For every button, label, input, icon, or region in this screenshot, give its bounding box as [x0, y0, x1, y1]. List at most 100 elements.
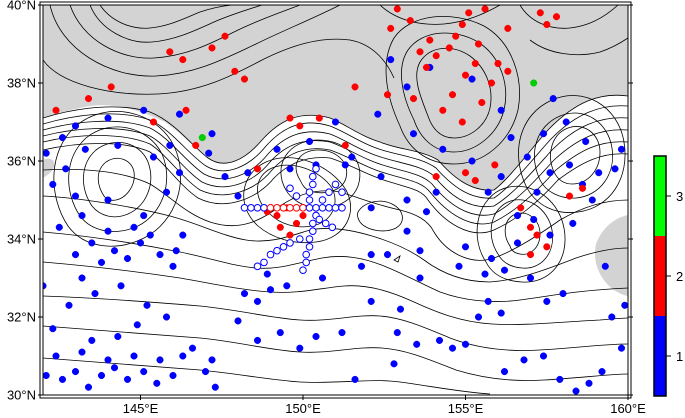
category-1-point [409, 130, 418, 138]
contour-line [43, 105, 628, 199]
sampling-grid-point [305, 196, 314, 204]
category-1-point [608, 313, 616, 321]
category-1-point [367, 251, 375, 259]
category-1-point [234, 317, 242, 325]
category-1-point [546, 169, 554, 177]
sampling-grid-point [325, 188, 333, 196]
contour-line [416, 48, 492, 139]
sampling-grid-point [325, 204, 333, 212]
category-2-point [231, 67, 239, 75]
contour-line [43, 128, 628, 216]
category-1-point [481, 270, 489, 278]
contour-line [83, 142, 152, 218]
sampling-grid-point [338, 204, 346, 212]
category-2-point [208, 44, 216, 52]
category-1-point [240, 290, 249, 298]
category-2-point [192, 141, 200, 149]
category-1-point [91, 290, 99, 298]
category-1-point [497, 309, 505, 317]
category-1-point [474, 313, 483, 321]
category-1-point [146, 231, 154, 239]
sampling-grid-point [331, 204, 340, 212]
y-tick-label: 38°N [7, 76, 36, 91]
contour-line [243, 157, 351, 244]
category-2-point [315, 114, 323, 122]
contour-line [68, 126, 168, 232]
category-1-point [78, 348, 86, 356]
category-2-point [383, 91, 392, 99]
sampling-grid-point [305, 188, 314, 196]
category-1-point [179, 352, 187, 360]
category-2-point [458, 118, 466, 126]
category-1-point [62, 165, 70, 173]
category-3-point [530, 79, 538, 87]
contour-line [43, 38, 395, 95]
category-1-point [533, 188, 541, 196]
category-1-point [539, 130, 548, 138]
category-1-point [58, 134, 67, 142]
category-1-point [562, 118, 570, 126]
category-1-point [166, 141, 174, 149]
category-2-point [543, 20, 551, 29]
sampling-grid-point [279, 204, 288, 212]
category-1-point [49, 180, 57, 188]
category-1-point [104, 227, 112, 235]
category-1-point [71, 368, 80, 376]
category-1-point [582, 137, 590, 146]
sampling-grid-point [247, 204, 255, 212]
category-1-point [559, 290, 567, 298]
category-1-point [439, 145, 447, 153]
category-1-point [205, 149, 213, 157]
category-1-point [221, 173, 229, 181]
sampling-grid-point [273, 246, 281, 255]
category-1-point [588, 196, 596, 204]
category-1-point [357, 262, 366, 270]
category-1-point [455, 262, 463, 270]
category-1-point [81, 145, 89, 153]
category-1-point [104, 196, 112, 204]
category-1-point [500, 368, 509, 376]
sampling-grid-point [273, 204, 281, 212]
category-1-point [110, 247, 119, 255]
category-1-point [390, 360, 398, 368]
category-1-point [156, 251, 164, 259]
category-1-point [283, 282, 291, 290]
category-1-point [331, 118, 340, 126]
category-2-point [299, 212, 307, 220]
category-1-point [71, 192, 80, 200]
sampling-grid-point [331, 180, 340, 189]
category-2-point [543, 243, 551, 251]
category-1-point [253, 336, 262, 344]
category-2-point [409, 95, 418, 103]
category-2-point [107, 83, 115, 91]
category-2-point [422, 63, 431, 71]
category-1-point [140, 106, 148, 114]
category-1-point [130, 352, 138, 360]
contour-line [69, 5, 301, 59]
contour-line [476, 185, 566, 283]
category-2-point [221, 32, 229, 40]
category-1-point [169, 262, 177, 270]
contour-line [43, 117, 628, 208]
category-1-point [435, 336, 444, 344]
category-1-point [507, 134, 515, 142]
category-1-point [448, 344, 457, 352]
contour-line [43, 357, 491, 395]
contour-line [490, 199, 554, 269]
contour-line [89, 5, 263, 43]
contour-line [99, 5, 233, 29]
category-1-point [175, 110, 184, 118]
category-2-point [149, 118, 158, 126]
category-1-point [383, 251, 392, 259]
category-1-point [513, 239, 522, 247]
category-1-point [133, 321, 141, 329]
category-2-point [416, 48, 424, 56]
category-1-point [179, 231, 187, 239]
category-2-point [286, 114, 294, 122]
category-2-point [439, 106, 447, 114]
category-1-point [71, 122, 80, 130]
category-1-point [110, 364, 119, 372]
category-1-point [500, 266, 509, 274]
category-1-point [461, 243, 470, 251]
